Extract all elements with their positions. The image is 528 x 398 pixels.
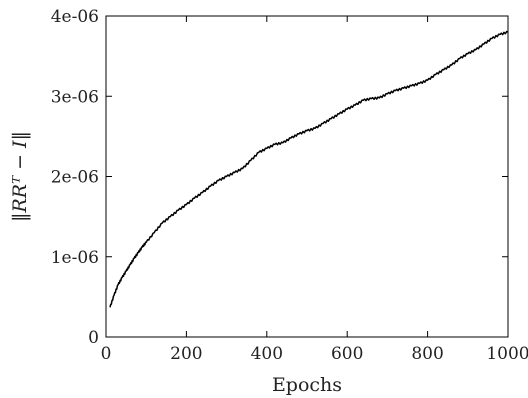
x-tick-label: 400 (251, 344, 283, 364)
plot-frame (105, 15, 509, 338)
y-tick-label: 2e-06 (51, 168, 99, 188)
x-axis: 0 200 400 600 800 1000 (101, 16, 528, 364)
x-tick-label: 1000 (486, 344, 528, 364)
y-tick-label: 4e-06 (51, 7, 99, 27)
x-tick-label: 600 (331, 344, 363, 364)
y-tick-label: 0 (88, 328, 99, 348)
y-axis-title: ‖RRᵀ − I‖ (9, 131, 31, 222)
series-line-0 (109, 30, 509, 308)
plot-area (105, 15, 509, 338)
x-tick-label: 0 (101, 344, 112, 364)
x-tick-label: 200 (170, 344, 202, 364)
x-axis-title: Epochs (272, 374, 342, 396)
y-axis: 0 1e-06 2e-06 3e-06 4e-06 (51, 7, 508, 348)
y-tick-label: 3e-06 (51, 87, 99, 107)
y-tick-label: 1e-06 (51, 248, 99, 268)
x-tick-label: 800 (411, 344, 443, 364)
